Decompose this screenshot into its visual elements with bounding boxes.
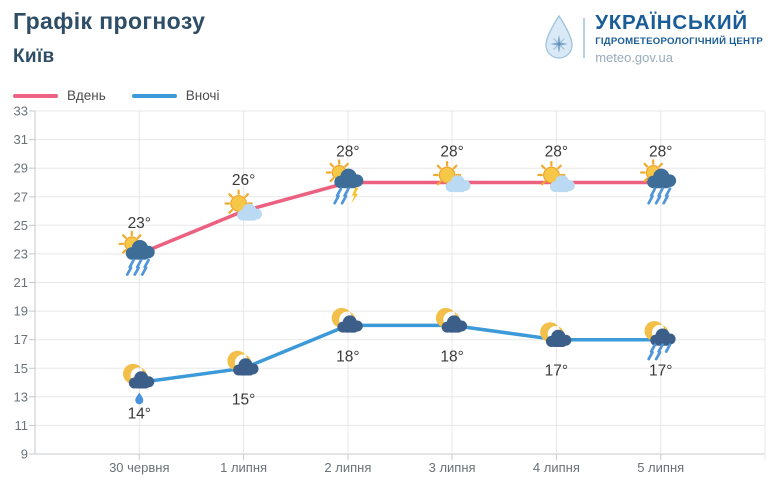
moon-cloud-icon (227, 350, 259, 376)
temp-label: 17° (545, 363, 568, 380)
series-line-day (137, 180, 663, 256)
temp-label: 17° (649, 363, 672, 380)
y-axis-label: 33 (14, 104, 28, 119)
page-title: Графік прогнозу (13, 8, 206, 34)
y-axis-label: 21 (14, 275, 28, 290)
temp-label: 28° (649, 144, 672, 161)
y-axis-label: 29 (14, 161, 28, 176)
logo-text: УКРАЇНСЬКИЙ ГІДРОМЕТЕОРОЛОГІЧНИЙ ЦЕНТР m… (595, 12, 763, 65)
x-axis-label: 1 липня (220, 460, 267, 475)
y-axis-label: 31 (14, 132, 28, 147)
legend-label-night: Вночі (185, 88, 220, 103)
x-axis-label: 5 липня (637, 460, 684, 475)
temp-label: 15° (232, 391, 255, 408)
org-name: УКРАЇНСЬКИЙ (595, 11, 748, 34)
y-axis-label: 13 (14, 389, 28, 404)
night-line-swatch (131, 93, 177, 98)
temp-label: 14° (128, 406, 151, 423)
compass-rose-icon (550, 35, 569, 54)
temp-label: 28° (545, 144, 568, 161)
sun-rain-cloud-icon (639, 159, 677, 205)
temp-label: 18° (440, 348, 463, 365)
temp-label: 28° (440, 144, 463, 161)
legend-label-day: Вдень (67, 88, 106, 103)
x-axis-label: 4 липня (533, 460, 580, 475)
y-axis-label: 25 (14, 218, 28, 233)
org-website: meteo.gov.ua (595, 49, 673, 65)
org-name-secondary: ГІДРОМЕТЕОРОЛОГІЧНИЙ ЦЕНТР (595, 35, 763, 47)
day-line-swatch (13, 93, 58, 98)
legend-item-day: Вдень (13, 88, 106, 103)
moon-cloud-icon (540, 322, 572, 347)
temp-label: 26° (232, 172, 255, 189)
moon-cloud-icon (331, 307, 363, 333)
sun-small-cloud-icon (537, 160, 575, 193)
page-subtitle: Київ (13, 46, 55, 67)
sun-small-cloud-icon (432, 160, 471, 193)
org-logo: УКРАЇНСЬКИЙ ГІДРОМЕТЕОРОЛОГІЧНИЙ ЦЕНТР m… (543, 12, 763, 65)
y-axis-label: 27 (14, 189, 28, 204)
y-axis-label: 11 (15, 418, 29, 433)
chart-legend: Вдень Вночі (13, 88, 219, 103)
moon-cloud-rain-icon (644, 320, 676, 361)
x-axis-label: 3 липня (429, 460, 476, 475)
moon-cloud-drop-icon (123, 363, 155, 405)
y-axis-label: 23 (14, 246, 28, 261)
x-axis-label: 30 червня (109, 460, 169, 475)
sun-small-cloud-icon (224, 189, 262, 221)
y-axis-label: 15 (14, 361, 28, 376)
sun-storm-cloud-icon (325, 159, 364, 205)
temp-label: 23° (128, 215, 151, 232)
y-axis-label: 19 (14, 304, 28, 319)
temp-label: 18° (336, 348, 359, 365)
moon-cloud-icon (435, 307, 468, 333)
y-axis-label: 17 (14, 332, 28, 347)
temp-label: 28° (336, 144, 359, 161)
legend-item-night: Вночі (131, 88, 220, 103)
water-drop-icon (545, 15, 573, 59)
y-axis-label: 9 (21, 447, 28, 462)
x-axis-label: 2 липня (324, 460, 371, 475)
series-line-night (137, 323, 663, 385)
sun-rain-cloud-icon (118, 230, 155, 276)
logo-divider (583, 18, 586, 59)
